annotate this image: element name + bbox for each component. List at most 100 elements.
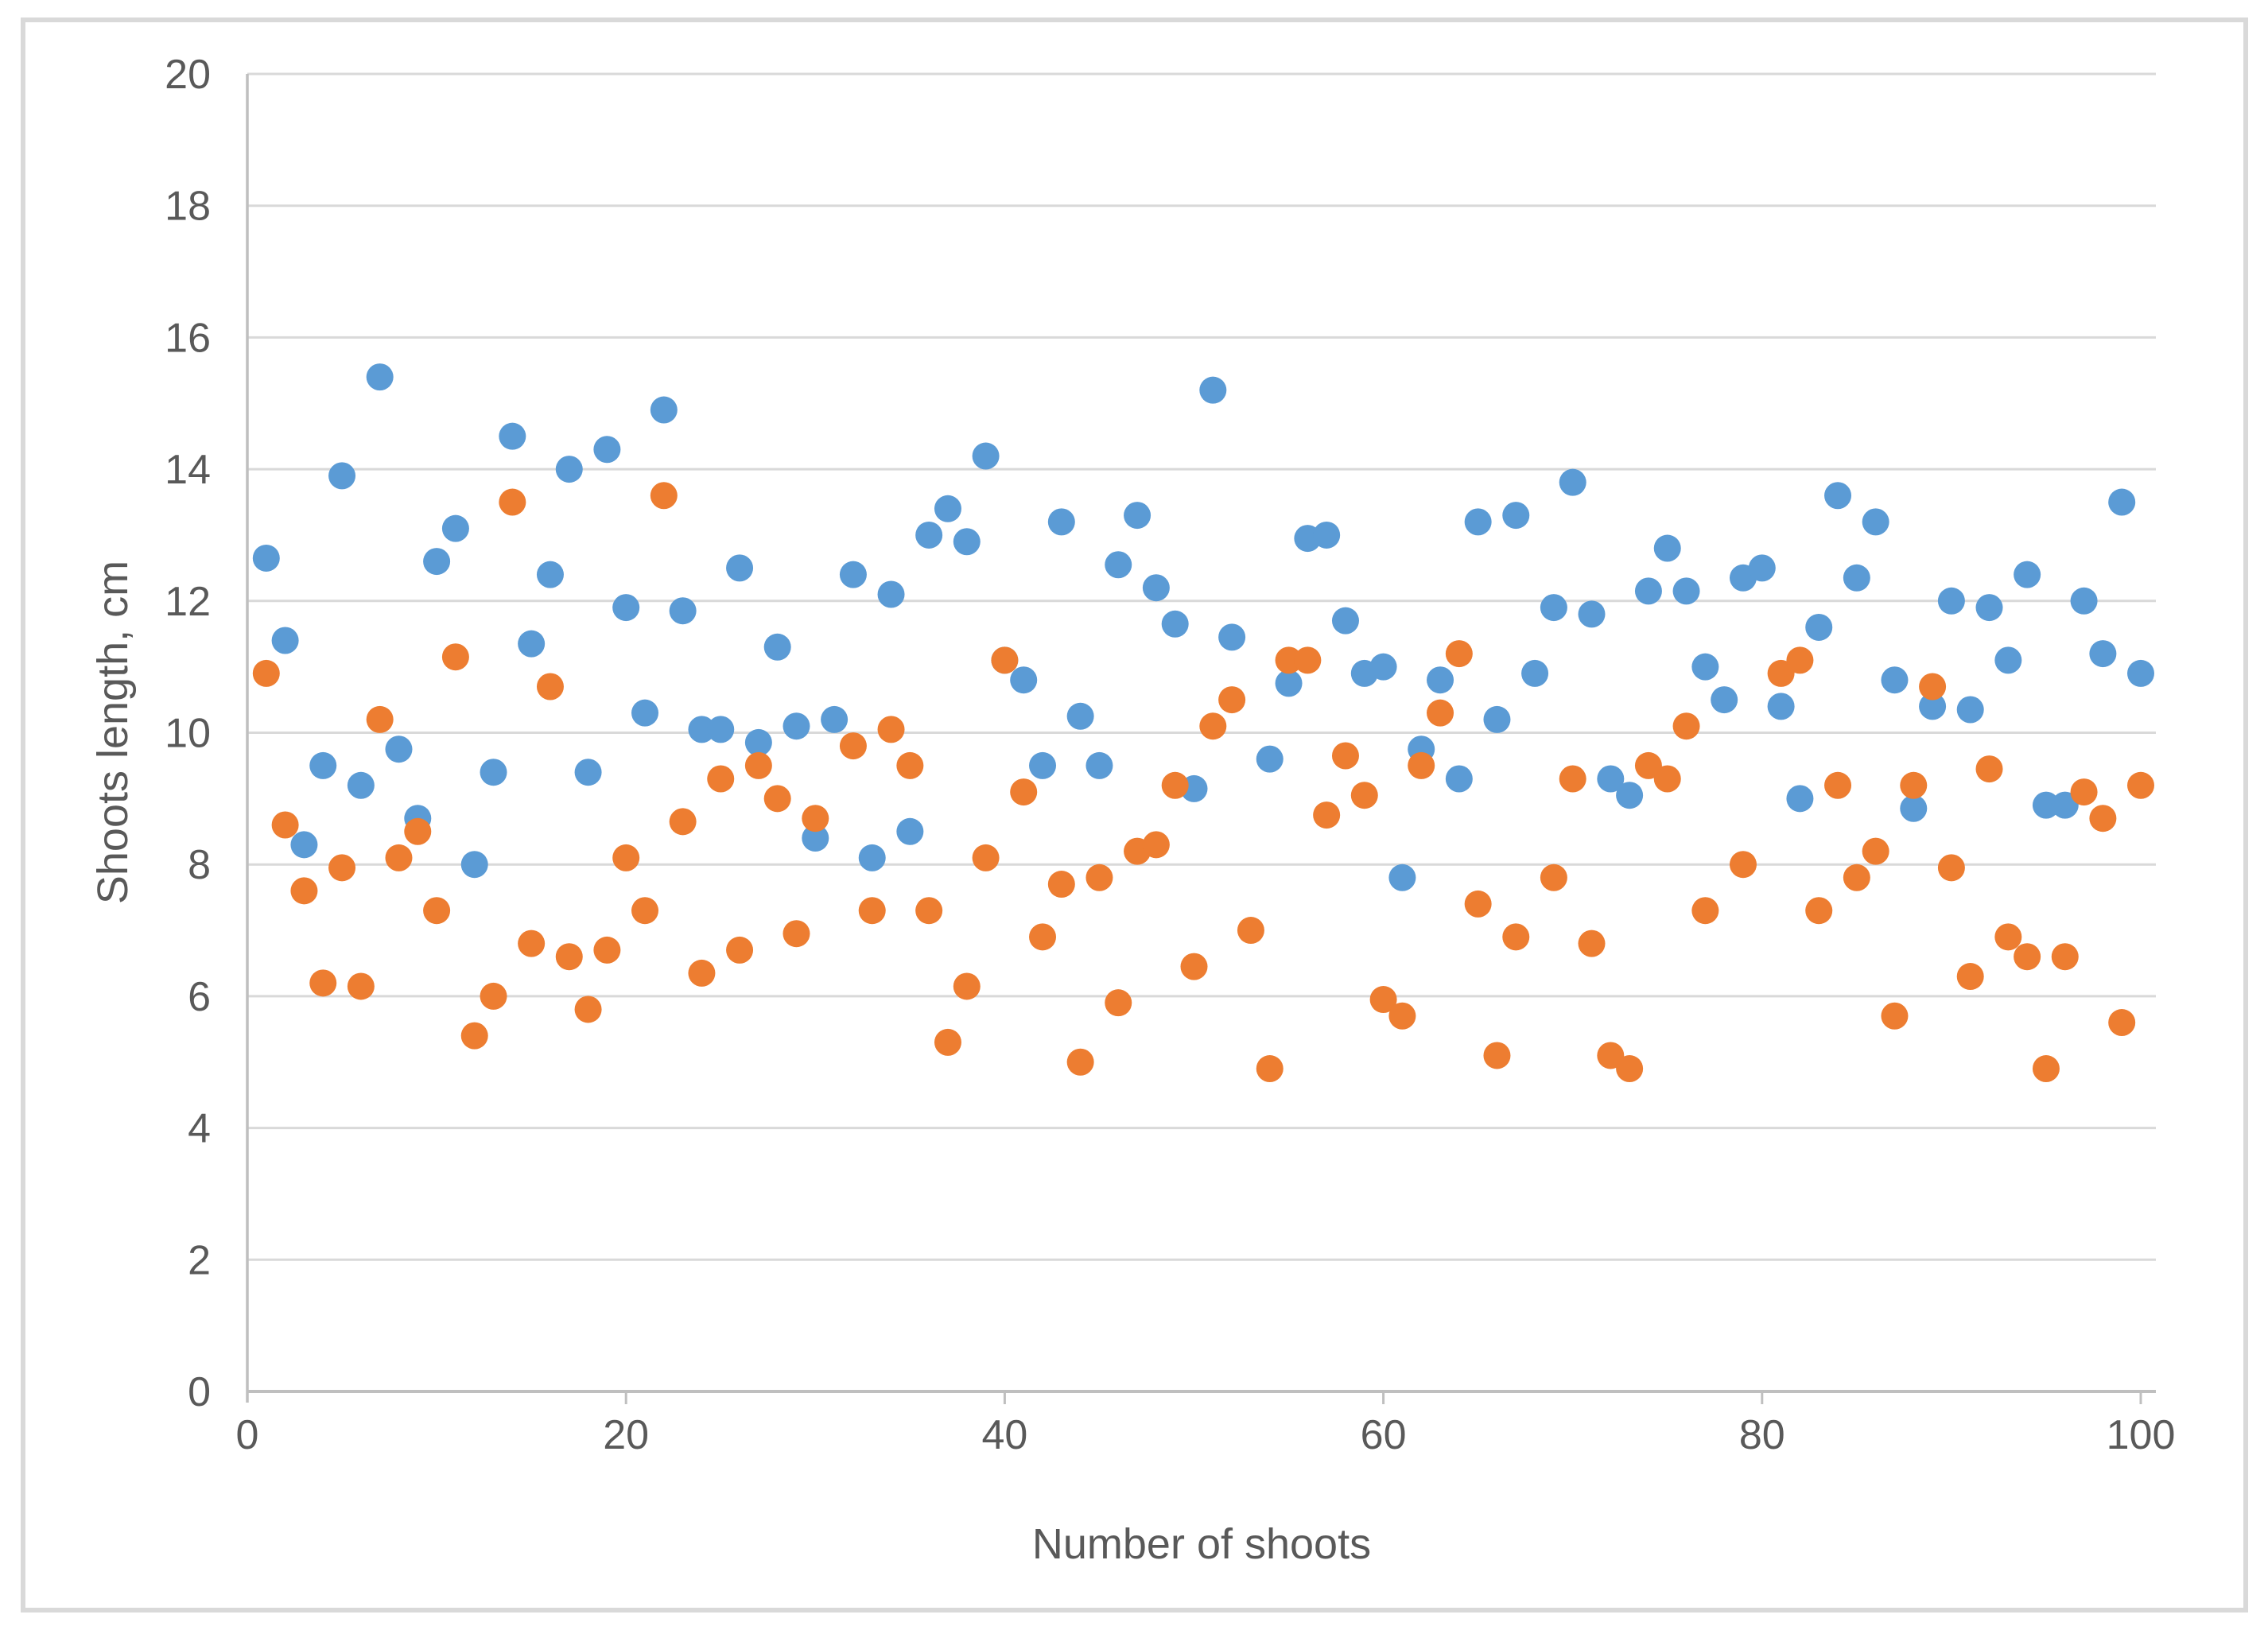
blue-data-point [1313, 521, 1341, 549]
blue-data-point [1085, 751, 1113, 779]
y-tick-label-12: 12 [165, 579, 211, 625]
blue-data-point [1975, 594, 2003, 622]
blue-data-point [707, 716, 735, 743]
blue-data-point [744, 728, 772, 756]
orange-data-point [972, 844, 1000, 871]
y-tick-label-20: 20 [165, 52, 211, 98]
orange-data-point [1691, 897, 1719, 925]
x-axis-tick-labels: 0 20 40 60 80 100 [236, 1412, 2176, 1458]
blue-data-point [499, 422, 526, 450]
blue-data-point [1483, 705, 1511, 733]
y-tick-label-6: 6 [188, 974, 211, 1020]
blue-data-point [1029, 751, 1057, 779]
blue-data-point [839, 561, 867, 588]
orange-data-point [1502, 923, 1530, 951]
gridlines [247, 72, 2156, 1261]
orange-data-point [934, 1028, 961, 1056]
blue-data-point [366, 363, 394, 391]
blue-data-point [1540, 594, 1567, 622]
blue-data-point [802, 825, 829, 852]
blue-data-point [518, 630, 546, 658]
orange-data-point [1237, 917, 1264, 945]
orange-data-point [1862, 837, 1889, 865]
blue-data-point [1691, 653, 1719, 681]
blue-data-point [1956, 696, 1984, 724]
orange-data-point [1540, 864, 1567, 891]
orange-data-point [802, 805, 829, 832]
orange-data-point [1729, 851, 1757, 879]
orange-data-point [1218, 686, 1246, 714]
blue-data-point [1199, 376, 1227, 404]
orange-data-point [309, 969, 337, 997]
blue-data-point [593, 436, 621, 464]
blue-data-point [2127, 659, 2154, 687]
blue-data-point [1634, 577, 1662, 605]
blue-data-point [385, 735, 413, 763]
orange-data-point [1388, 1002, 1416, 1030]
blue-data-point [1824, 482, 1852, 510]
orange-data-point [688, 959, 716, 987]
orange-data-point [1085, 864, 1113, 891]
orange-data-point [385, 844, 413, 871]
orange-data-point [1445, 640, 1473, 668]
orange-data-point [1824, 771, 1852, 799]
orange-data-point [783, 920, 810, 948]
y-axis-title: Shoots length, cm [89, 561, 137, 904]
orange-data-point [1919, 673, 1947, 701]
blue-data-point [1142, 574, 1170, 602]
blue-data-point [669, 597, 697, 625]
y-tick-label-14: 14 [165, 447, 211, 493]
blue-data-point [555, 456, 583, 483]
orange-data-point [1010, 778, 1038, 806]
orange-data-point [1199, 712, 1227, 740]
orange-data-point [1029, 923, 1057, 951]
blue-data-point [953, 528, 981, 556]
blue-data-point [1464, 508, 1492, 536]
x-tick-label-20: 20 [603, 1412, 649, 1458]
orange-data-point [1464, 890, 1492, 918]
orange-data-point [707, 765, 735, 793]
x-tick-label-40: 40 [981, 1412, 1027, 1458]
blue-data-point [858, 844, 886, 871]
blue-data-point [271, 627, 299, 654]
blue-data-point [650, 396, 678, 424]
orange-data-point [2070, 778, 2098, 806]
orange-data-point [631, 897, 659, 925]
orange-data-point [1975, 755, 2003, 783]
orange-data-point [1275, 646, 1303, 674]
series-orange-points [252, 482, 2154, 1083]
blue-data-point [1597, 765, 1625, 793]
blue-data-point [290, 831, 318, 859]
blue-data-point [1427, 666, 1454, 694]
orange-data-point [839, 732, 867, 760]
blue-data-point [1047, 508, 1075, 536]
blue-data-point [328, 462, 356, 490]
blue-data-point [2032, 791, 2060, 819]
blue-data-point [783, 712, 810, 740]
y-tick-label-2: 2 [188, 1237, 211, 1283]
orange-data-point [1805, 897, 1833, 925]
blue-data-point [1275, 669, 1303, 697]
series-blue-points [252, 363, 2154, 891]
orange-data-point [574, 995, 602, 1023]
orange-data-point [2014, 943, 2041, 971]
orange-data-point [2051, 943, 2079, 971]
orange-data-point [1994, 923, 2022, 951]
y-tick-label-4: 4 [188, 1106, 211, 1152]
figure-border [21, 17, 2248, 1613]
orange-data-point [480, 982, 507, 1010]
blue-data-point [726, 554, 754, 582]
blue-data-point [763, 633, 791, 661]
blue-data-point [1105, 551, 1132, 579]
orange-data-point [1180, 953, 1208, 980]
orange-data-point [991, 646, 1019, 674]
blue-data-point [915, 521, 943, 549]
x-tick-label-60: 60 [1361, 1412, 1407, 1458]
blue-data-point [1748, 554, 1776, 582]
blue-data-point [1388, 864, 1416, 891]
blue-data-point [896, 817, 924, 845]
orange-data-point [593, 936, 621, 964]
blue-data-point [1900, 794, 1928, 822]
blue-data-point [2014, 561, 2041, 588]
